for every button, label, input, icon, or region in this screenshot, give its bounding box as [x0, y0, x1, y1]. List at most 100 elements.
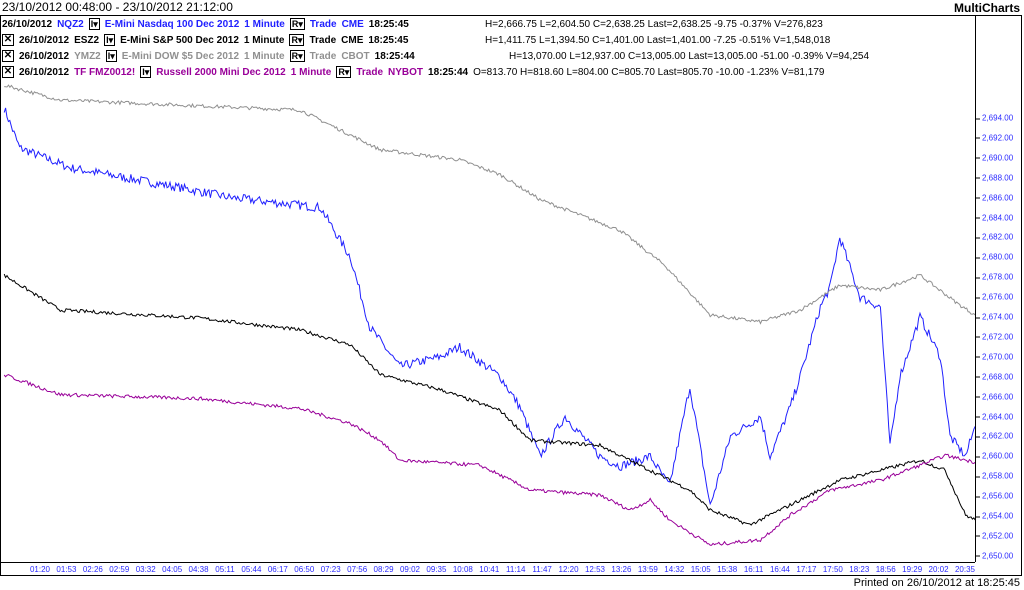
y-tick-label: 2,672.00 — [975, 332, 1014, 342]
legend-symbol: ESZ2 — [74, 35, 100, 46]
x-tick-label: 01:53 — [56, 565, 77, 574]
x-tick-label: 11:14 — [505, 565, 526, 574]
legend-symbol: TF FMZ0012! — [74, 67, 136, 78]
x-tick-label: 19:29 — [902, 565, 923, 574]
legend-symbol: NQZ2 — [57, 19, 84, 30]
legend-interval: 1 Minute — [243, 35, 285, 46]
time-axis[interactable]: 01:20 01:53 02:26 02:59 03:32 04:05 04:38 05:11… — [0, 562, 975, 577]
y-tick-label: 2,690.00 — [975, 153, 1014, 163]
y-tick-label: 2,668.00 — [975, 372, 1014, 382]
legend-interval: 1 Minute — [290, 67, 332, 78]
x-tick-label: 13:26 — [611, 565, 632, 574]
indicator-dropdown[interactable]: I▾ — [140, 66, 152, 79]
chart-frame — [0, 15, 1022, 576]
y-tick-label: 2,682.00 — [975, 232, 1014, 242]
legend-exchange: CBOT — [341, 51, 370, 62]
x-tick-label: 14:32 — [664, 565, 685, 574]
x-tick-label: 18:56 — [875, 565, 896, 574]
y-tick-label: 2,676.00 — [975, 292, 1014, 302]
y-tick-label: 2,670.00 — [975, 352, 1014, 362]
x-tick-label: 15:05 — [690, 565, 711, 574]
legend-stats: H=2,666.75 L=2,604.50 C=2,638.25 Last=2,… — [485, 19, 823, 30]
y-tick-label: 2,664.00 — [975, 412, 1014, 421]
legend-type: Trade — [309, 35, 337, 46]
x-tick-label: 16:44 — [769, 565, 791, 574]
legend-symbol: YMZ2 — [74, 51, 101, 62]
legend-row: ✕ 26/10/2012 YMZ2 I▾ E-Mini DOW $5 Dec 2012 1… — [2, 49, 962, 65]
indicator-dropdown[interactable]: I▾ — [104, 34, 116, 47]
y-tick-label: 2,694.00 — [975, 113, 1014, 123]
x-tick-label: 20:35 — [954, 565, 976, 574]
x-tick-label: 16:11 — [743, 565, 764, 574]
y-tick-label: 2,688.00 — [975, 173, 1014, 183]
legend-date: 26/10/2012 — [19, 67, 70, 78]
series-line-nqz2 — [3, 107, 975, 506]
close-icon[interactable]: ✕ — [2, 34, 14, 47]
y-tick-label: 2,660.00 — [975, 451, 1014, 461]
price-chart[interactable] — [0, 0, 975, 562]
x-tick-label: 15:38 — [717, 565, 738, 574]
x-tick-label: 07:56 — [347, 565, 368, 574]
y-tick-label: 2,656.00 — [975, 491, 1014, 501]
x-tick-label: 13:59 — [637, 565, 658, 574]
resolution-dropdown[interactable]: R▾ — [289, 34, 305, 47]
y-tick-label: 2,652.00 — [975, 531, 1014, 541]
legend-interval: 1 Minute — [244, 51, 285, 62]
legend-time: 18:25:45 — [368, 19, 409, 30]
legend-description: E-Mini Nasdaq 100 Dec 2012 — [104, 19, 240, 30]
legend-type: Trade — [309, 19, 337, 30]
legend-stats: O=813.70 H=818.60 L=804.00 C=805.70 Last… — [473, 67, 825, 78]
x-tick-label: 17:50 — [822, 565, 843, 574]
legend-time: 18:25:45 — [368, 35, 409, 46]
x-tick-label: 20:02 — [928, 565, 949, 574]
legend-description: E-Mini S&P 500 Dec 2012 — [120, 35, 239, 46]
y-tick-label: 2,686.00 — [975, 193, 1014, 203]
x-tick-label: 06:17 — [267, 565, 288, 574]
legend-exchange: CME — [341, 35, 364, 46]
series-line-ymz2 — [4, 84, 975, 325]
indicator-dropdown[interactable]: I▾ — [88, 18, 100, 31]
legend-date: 26/10/2012 — [19, 35, 70, 46]
x-tick-label: 03:32 — [135, 565, 156, 574]
close-icon[interactable]: ✕ — [2, 66, 14, 79]
legend-description: E-Mini DOW $5 Dec 2012 — [121, 51, 240, 62]
series-line-tf-fmz0012- — [3, 374, 975, 546]
price-axis[interactable]: 2,650.00 2,652.00 2,654.00 2,656.00 2,658.00… — [975, 15, 1023, 562]
x-tick-label: 01:20 — [29, 565, 51, 574]
resolution-dropdown[interactable]: R▾ — [289, 50, 305, 63]
x-tick-label: 17:17 — [796, 565, 817, 574]
series-line-esz2 — [3, 273, 975, 526]
y-tick-label: 2,684.00 — [975, 213, 1014, 222]
x-tick-label: 06:50 — [294, 565, 315, 574]
legend-stats: H=13,070.00 L=12,937.00 C=13,005.00 Last… — [509, 51, 870, 62]
x-tick-label: 04:38 — [188, 565, 209, 574]
y-tick-label: 2,674.00 — [975, 312, 1014, 322]
x-tick-label: 12:53 — [584, 565, 606, 574]
resolution-dropdown[interactable]: R▾ — [336, 66, 352, 79]
legend-exchange: CME — [341, 19, 364, 30]
x-tick-label: 10:08 — [452, 565, 473, 574]
x-tick-label: 04:05 — [162, 565, 183, 574]
legend-time: 18:25:44 — [374, 51, 415, 62]
legend-stats: H=1,411.75 L=1,394.50 C=1,401.00 Last=1,… — [485, 35, 831, 46]
legend-date: 26/10/2012 — [2, 19, 53, 30]
x-tick-label: 05:11 — [215, 565, 235, 574]
x-tick-label: 02:59 — [109, 565, 130, 574]
instrument-legend: 26/10/2012 NQZ2 I▾ E-Mini Nasdaq 100 Dec 20… — [2, 17, 962, 81]
legend-interval: 1 Minute — [244, 19, 285, 30]
x-tick-label: 18:23 — [849, 565, 870, 574]
legend-exchange: NYBOT — [388, 67, 424, 78]
close-icon[interactable]: ✕ — [2, 50, 14, 63]
y-tick-label: 2,692.00 — [975, 133, 1014, 143]
x-tick-label: 12:20 — [558, 565, 579, 574]
x-tick-label: 05:44 — [241, 565, 262, 574]
legend-description: Russell 2000 Mini Dec 2012 — [156, 67, 286, 78]
y-tick-label: 2,658.00 — [975, 471, 1014, 481]
indicator-dropdown[interactable]: I▾ — [105, 50, 117, 63]
y-tick-label: 2,662.00 — [975, 431, 1014, 441]
brand-logo: MultiCharts — [954, 1, 1020, 15]
y-tick-label: 2,680.00 — [975, 252, 1014, 262]
resolution-dropdown[interactable]: R▾ — [289, 18, 305, 31]
legend-type: Trade — [309, 51, 337, 62]
legend-type: Trade — [356, 67, 384, 78]
